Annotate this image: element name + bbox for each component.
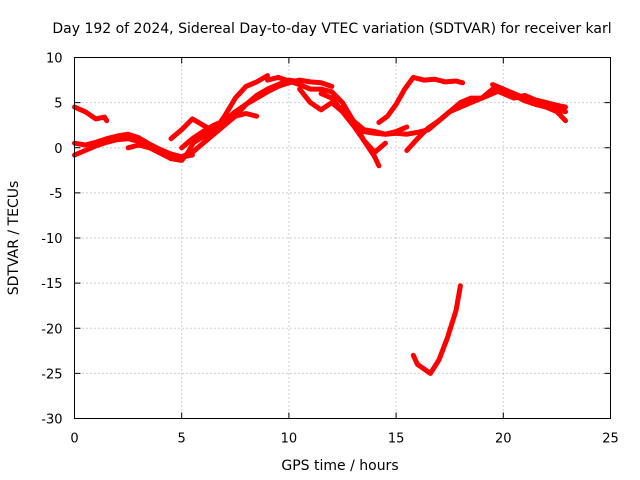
series-line-arc-12 [340, 104, 410, 137]
x-tick-label: 5 [178, 432, 186, 447]
y-tick-label: -25 [41, 367, 62, 382]
y-tick-label: 5 [54, 97, 62, 112]
y-tick-label: -30 [41, 413, 62, 428]
y-tick-label: -5 [50, 187, 63, 202]
series-line-arc-13 [376, 74, 466, 125]
plot-frame [74, 57, 611, 419]
x-axis-label: GPS time / hours [281, 458, 398, 474]
series-line-arc-2 [72, 131, 195, 160]
series-line-arc-15 [425, 86, 568, 133]
plot-area [72, 73, 568, 376]
x-tick-label: 0 [70, 432, 78, 447]
chart-title: Day 192 of 2024, Sidereal Day-to-day VTE… [52, 21, 611, 37]
x-tick-label: 25 [602, 432, 619, 447]
series-line-arc-1 [72, 104, 110, 124]
y-tick-label: 10 [46, 52, 63, 67]
x-tick-label: 20 [495, 432, 512, 447]
y-tick-label: 0 [54, 142, 62, 157]
series-line-arc-16 [490, 82, 568, 124]
y-tick-label: -15 [41, 277, 62, 292]
x-tick-label: 15 [388, 432, 405, 447]
x-tick-label: 10 [281, 432, 298, 447]
series-line-arc-17 [410, 283, 463, 376]
y-tick-label: -10 [41, 232, 62, 247]
y-tick-label: -20 [41, 322, 62, 337]
series-line-arc-8 [189, 77, 335, 146]
y-axis-label: SDTVAR / TECUs [6, 181, 22, 296]
